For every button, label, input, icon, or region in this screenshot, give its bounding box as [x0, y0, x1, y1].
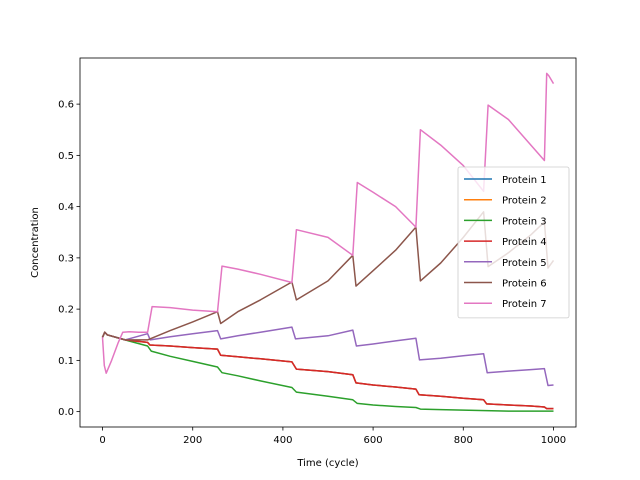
- legend-box: [457, 166, 570, 319]
- y-tick-label: 0.4: [58, 202, 74, 213]
- y-tick-label: 0.3: [58, 253, 74, 264]
- y-axis-label: Concentration: [30, 207, 41, 278]
- legend-entry-label: Protein 2: [502, 196, 547, 207]
- y-tick-label: 0.2: [58, 305, 74, 316]
- x-tick-label: 400: [273, 435, 292, 446]
- legend-entry-label: Protein 4: [502, 237, 547, 248]
- y-tick-label: 0.6: [58, 100, 74, 111]
- x-tick-label: 200: [183, 435, 202, 446]
- legend-entry-label: Protein 7: [502, 299, 547, 310]
- x-tick-label: 600: [364, 435, 383, 446]
- x-tick-label: 800: [454, 435, 473, 446]
- x-axis-label: Time (cycle): [296, 458, 358, 469]
- series-line-protein-7: [101, 72, 555, 374]
- series-line-protein-4: [101, 331, 554, 410]
- legend-entry-label: Protein 6: [502, 279, 547, 290]
- legend: Protein 1 Protein 2 Protein 3 Protein 4 Prot…: [457, 166, 570, 319]
- legend-entry-label: Protein 3: [502, 216, 547, 227]
- x-tick-label: 1000: [541, 435, 566, 446]
- series-line-protein-3: [101, 331, 554, 412]
- x-axis-ticks: 0 200 400 600 800 1000: [99, 427, 566, 446]
- y-tick-label: 0.1: [58, 356, 74, 367]
- y-tick-label: 0.0: [58, 407, 74, 418]
- legend-entry-label: Protein 5: [502, 258, 547, 269]
- y-tick-label: 0.5: [58, 151, 74, 162]
- x-tick-label: 0: [99, 435, 105, 446]
- y-axis-ticks: 0.0 0.1 0.2 0.3 0.4 0.5 0.6: [58, 100, 80, 418]
- legend-entry-label: Protein 1: [502, 175, 547, 186]
- plot-area-frame: [79, 57, 577, 428]
